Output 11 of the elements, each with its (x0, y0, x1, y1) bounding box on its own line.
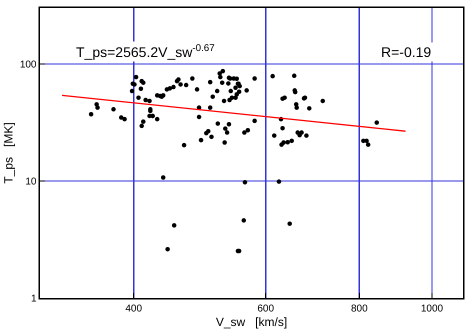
y-tick-label: 1 (30, 294, 37, 304)
x-tick-label: 600 (257, 304, 274, 314)
annotation: T_ps=2565.2V_sw$^{-0.67}$ (76, 43, 215, 60)
y-axis-title: T_ps [MK] (1, 122, 16, 184)
annotation: R=-0.19 (381, 44, 432, 60)
x-axis-title: V_sw [km/s] (216, 315, 288, 330)
y-tick-label: 100 (20, 59, 37, 70)
x-tick-label: 800 (350, 304, 368, 314)
x-tick-label: 1000 (420, 304, 444, 314)
y-tick-label: 10 (25, 176, 37, 188)
x-tick-label: 400 (125, 304, 142, 314)
